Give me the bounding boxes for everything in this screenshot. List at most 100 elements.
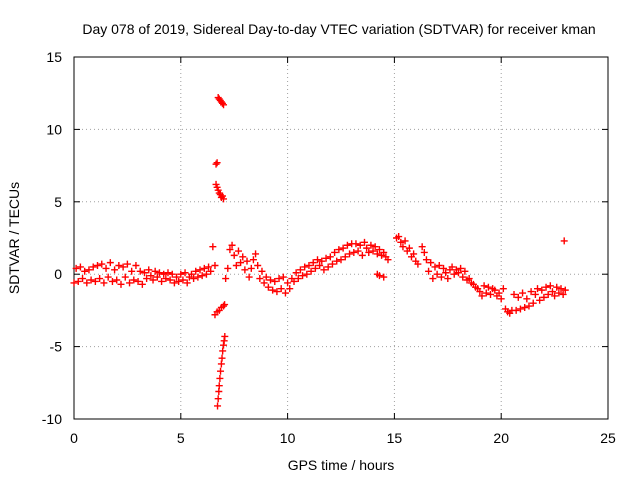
data-point: [561, 286, 569, 294]
data-point: [164, 269, 172, 277]
data-point: [111, 266, 119, 274]
data-point: [433, 270, 441, 278]
data-point: [170, 279, 178, 287]
data-point: [190, 275, 198, 283]
data-point: [128, 267, 136, 275]
data-point: [540, 293, 548, 301]
data-point: [247, 264, 255, 272]
x-tick-label: 5: [177, 430, 185, 446]
data-point: [491, 286, 499, 294]
data-point: [290, 277, 298, 285]
data-point: [341, 253, 349, 261]
x-axis-label: GPS time / hours: [288, 457, 395, 473]
data-point: [219, 347, 227, 355]
data-point: [216, 374, 224, 382]
y-tick-label: 15: [46, 49, 62, 65]
data-point: [74, 277, 82, 285]
data-points: [70, 94, 569, 410]
data-point: [89, 263, 97, 271]
data-point: [153, 273, 161, 281]
x-tick-label: 25: [600, 430, 616, 446]
data-point: [337, 256, 345, 264]
data-point: [435, 262, 443, 270]
data-point: [218, 99, 226, 107]
data-point: [245, 273, 253, 281]
data-point: [162, 275, 170, 283]
data-point: [318, 257, 326, 265]
data-point: [130, 276, 138, 284]
data-point: [369, 247, 377, 255]
data-point: [136, 267, 144, 275]
data-point: [292, 269, 300, 277]
data-point: [459, 273, 467, 281]
data-point: [214, 395, 222, 403]
data-point: [420, 248, 428, 256]
data-point: [437, 273, 445, 281]
data-point: [138, 280, 146, 288]
data-point: [104, 273, 112, 281]
data-point: [108, 277, 116, 285]
data-point: [85, 266, 93, 274]
data-point: [256, 275, 264, 283]
data-point: [307, 267, 315, 275]
data-point: [514, 293, 522, 301]
data-point: [241, 266, 249, 274]
data-point: [239, 253, 247, 261]
data-point: [478, 292, 486, 300]
data-point: [119, 263, 127, 271]
data-point: [284, 279, 292, 287]
data-point: [79, 275, 87, 283]
data-point: [194, 273, 202, 281]
data-point: [482, 289, 490, 297]
data-point: [234, 247, 242, 255]
data-point: [175, 277, 183, 285]
data-point: [555, 289, 563, 297]
plot-frame: [73, 56, 609, 420]
data-point: [279, 273, 287, 281]
data-point: [450, 270, 458, 278]
data-point: [166, 276, 174, 284]
data-point: [221, 332, 229, 340]
data-point: [260, 279, 268, 287]
data-point: [401, 237, 409, 245]
data-point: [299, 272, 307, 280]
data-point: [168, 270, 176, 278]
data-point: [440, 264, 448, 272]
data-point: [536, 296, 544, 304]
data-point: [218, 354, 226, 362]
data-point: [380, 248, 388, 256]
data-point: [418, 243, 426, 251]
data-point: [339, 244, 347, 252]
data-point: [113, 276, 121, 284]
data-point: [476, 288, 484, 296]
data-point: [397, 238, 405, 246]
data-point: [214, 402, 222, 410]
data-point: [200, 264, 208, 272]
data-point: [425, 267, 433, 275]
data-point: [542, 283, 550, 291]
data-point: [331, 248, 339, 256]
data-point: [311, 264, 319, 272]
data-point: [454, 269, 462, 277]
data-point: [179, 276, 187, 284]
data-point: [100, 279, 108, 287]
x-tick-label: 0: [70, 430, 78, 446]
data-point: [521, 304, 529, 312]
data-point: [294, 275, 302, 283]
data-point: [271, 277, 279, 285]
y-tick-label: -10: [42, 411, 62, 427]
data-point: [527, 288, 535, 296]
data-point: [375, 272, 383, 280]
data-point: [160, 270, 168, 278]
data-point: [326, 253, 334, 261]
data-point: [484, 283, 492, 291]
data-point: [560, 237, 568, 245]
data-point: [215, 382, 223, 390]
data-point: [121, 273, 129, 281]
data-point: [93, 262, 101, 270]
data-point: [115, 262, 123, 270]
y-tick-label: 0: [54, 266, 62, 282]
data-point: [510, 290, 518, 298]
data-point: [183, 279, 191, 287]
data-point: [147, 272, 155, 280]
